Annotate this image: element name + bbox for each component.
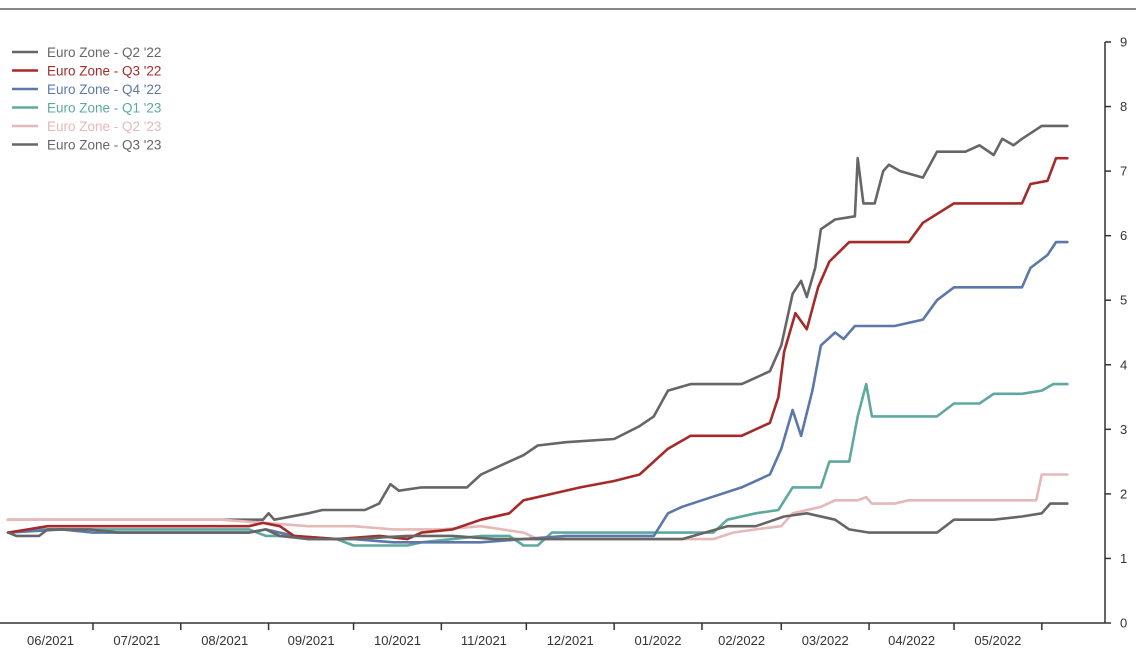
y-tick-label: 3 <box>1120 422 1127 437</box>
x-axis: 06/2021 07/2021 08/2021 09/2021 10/2021 11/20… <box>0 622 1105 648</box>
x-tick-label: 09/2021 <box>288 633 335 648</box>
y-tick-label: 7 <box>1120 164 1127 179</box>
x-tick-label: 11/2021 <box>461 633 507 648</box>
y-tick-label: 1 <box>1120 551 1127 566</box>
legend-label-1: Euro Zone - Q2 '22 <box>47 45 161 60</box>
y-tick-label: 4 <box>1120 357 1127 372</box>
series-line-2 <box>6 156 1069 541</box>
x-tick-label: 08/2021 <box>201 633 248 648</box>
x-tick-label: 03/2022 <box>802 633 849 648</box>
x-tick-label: 01/2022 <box>635 633 682 648</box>
series-layer <box>6 124 1069 547</box>
y-axis: 0 1 2 3 4 5 6 7 8 9 <box>1104 35 1127 631</box>
legend-label-2: Euro Zone - Q3 '22 <box>47 63 161 78</box>
x-tick-label: 02/2022 <box>718 633 765 648</box>
x-tick-label: 04/2022 <box>888 633 935 648</box>
y-tick-label: 0 <box>1120 616 1127 631</box>
legend-label-3: Euro Zone - Q4 '22 <box>47 82 161 97</box>
y-tick-label: 2 <box>1120 486 1127 501</box>
y-tick-label: 5 <box>1120 293 1127 308</box>
x-tick-label: 05/2022 <box>974 633 1021 648</box>
y-tick-label: 9 <box>1120 35 1127 50</box>
legend-label-4: Euro Zone - Q1 '23 <box>47 100 161 115</box>
x-tick-label: 06/2021 <box>27 633 74 648</box>
series-line-5 <box>6 473 1069 541</box>
legend: Euro Zone - Q2 '22 Euro Zone - Q3 '22 Euro… <box>12 45 161 152</box>
series-line-4 <box>6 382 1069 547</box>
y-tick-label: 6 <box>1120 228 1127 243</box>
x-tick-label: 10/2021 <box>374 633 421 648</box>
legend-label-5: Euro Zone - Q2 '23 <box>47 119 161 134</box>
series-line-1 <box>6 502 1069 541</box>
series-line-6 <box>6 124 1069 521</box>
x-tick-label: 07/2021 <box>113 633 160 648</box>
x-tick-label: 12/2021 <box>547 633 594 648</box>
y-tick-label: 8 <box>1120 99 1127 114</box>
legend-label-6: Euro Zone - Q3 '23 <box>47 137 161 152</box>
